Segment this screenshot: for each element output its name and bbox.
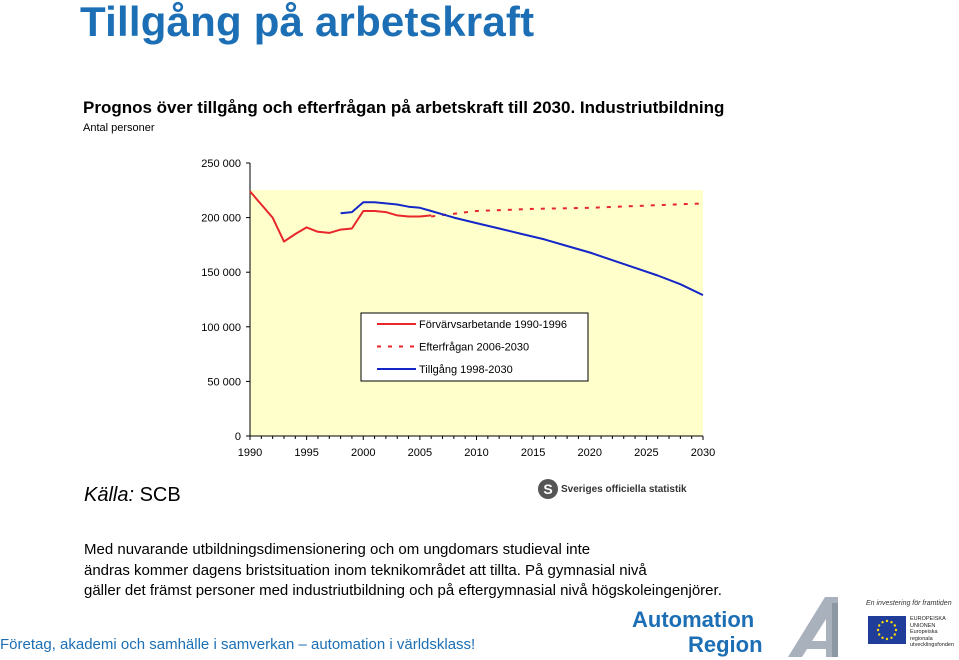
x-tick-label: 2020 bbox=[578, 447, 602, 459]
source-label: Källa: bbox=[84, 484, 135, 506]
eu-star-icon bbox=[878, 624, 881, 627]
eu-text-line: Europeiska bbox=[910, 629, 938, 635]
series-line-3 bbox=[340, 201, 704, 297]
unit-label: Antal personer bbox=[83, 122, 155, 134]
eu-flag-icon bbox=[868, 616, 906, 644]
line-chart: 0 50 000 100 000 150 000 200 000 250 000 1990 1… bbox=[201, 158, 715, 459]
body-line: gäller det främst personer med industriu… bbox=[84, 582, 722, 599]
body-line: Med nuvarande utbildningsdimensionering … bbox=[84, 541, 591, 558]
automation-region-logo: Automation Region bbox=[630, 597, 845, 660]
chart-subtitle: Prognos över tillgång och efterfrågan på… bbox=[83, 98, 725, 117]
eu-text-line: EUROPEISKA bbox=[910, 616, 946, 622]
eu-investing-text: En investering för framtiden bbox=[866, 600, 952, 607]
eu-star-icon bbox=[890, 621, 893, 624]
series-line-1 bbox=[249, 190, 432, 243]
y-tick-label: 250 000 bbox=[201, 158, 241, 170]
source-name: SCB bbox=[139, 484, 181, 506]
eu-star-icon bbox=[894, 628, 898, 632]
eu-star-icon bbox=[893, 633, 896, 636]
source-line: Källa: SCB bbox=[84, 484, 181, 507]
legend-label: Efterfrågan 2006-2030 bbox=[419, 342, 529, 354]
eu-star-icon bbox=[893, 624, 896, 627]
eu-star-icon bbox=[876, 628, 880, 632]
ar-mark-icon bbox=[788, 597, 838, 657]
eu-star-icon bbox=[878, 633, 881, 636]
eu-star-icon bbox=[890, 636, 893, 639]
legend-label: Tillgång 1998-2030 bbox=[419, 364, 513, 376]
eu-star-icon bbox=[881, 621, 884, 624]
eu-text-line: UNIONEN bbox=[910, 622, 936, 629]
y-tick-label: 200 000 bbox=[201, 213, 241, 225]
eu-star-icon bbox=[885, 619, 889, 623]
logo-word-automation: Automation bbox=[632, 607, 755, 632]
x-tick-label: 2010 bbox=[464, 447, 488, 459]
body-text: Med nuvarande utbildningsdimensionering … bbox=[84, 540, 844, 602]
eu-star-icon bbox=[885, 637, 889, 641]
scb-logo-text: Sveriges officiella statistik bbox=[561, 483, 687, 495]
x-tick-label: 2000 bbox=[351, 447, 375, 459]
x-tick-label: 1995 bbox=[294, 447, 318, 459]
logo-word-region: Region bbox=[688, 632, 763, 657]
eu-fund-text: EUROPEISKA UNIONEN Europeiska regionala … bbox=[910, 616, 954, 649]
scb-logo: S Sveriges officiella statistik bbox=[538, 477, 687, 501]
scb-logo-icon: S bbox=[538, 479, 558, 499]
footer-tagline: Företag, akademi och samhälle i samverka… bbox=[0, 636, 476, 653]
x-tick-label: 2005 bbox=[408, 447, 432, 459]
y-tick-label: 0 bbox=[235, 431, 241, 443]
x-tick-label: 2015 bbox=[521, 447, 545, 459]
page-title: Tillgång på arbetskraft bbox=[80, 0, 535, 45]
x-tick-label: 1990 bbox=[238, 447, 262, 459]
eu-text-line: utvecklingsfonden bbox=[910, 642, 955, 648]
legend-label: Förvärvsarbetande 1990-1996 bbox=[419, 319, 567, 331]
eu-logo-block: En investering för framtiden EUROPEISKA … bbox=[866, 600, 959, 660]
body-line: ändras kommer dagens bristsituation inom… bbox=[84, 561, 647, 579]
x-tick-label: 2025 bbox=[634, 447, 658, 459]
eu-star-icon bbox=[881, 636, 884, 639]
y-tick-label: 50 000 bbox=[207, 376, 241, 388]
eu-text-line: regionala bbox=[910, 635, 933, 642]
y-tick-label: 100 000 bbox=[201, 322, 241, 334]
x-tick-label: 2030 bbox=[691, 447, 715, 459]
y-tick-label: 150 000 bbox=[201, 267, 241, 279]
